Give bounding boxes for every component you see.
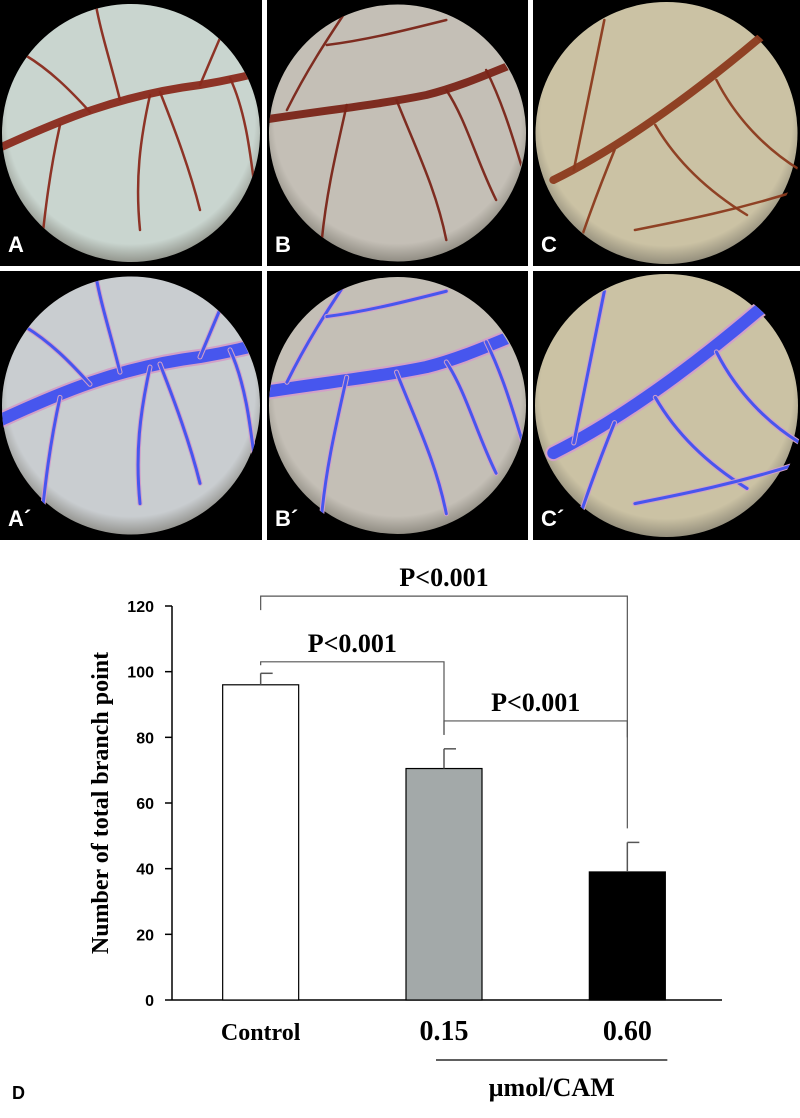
panel-label: A´ [8, 506, 32, 531]
y-axis-label: Number of total branch point [88, 652, 114, 954]
x-axis-label: µmol/CAM [489, 1073, 615, 1102]
micrograph-image [268, 4, 526, 262]
bar-2 [405, 767, 483, 1001]
y-tick-label: 120 [127, 599, 154, 616]
y-tick-label: 60 [136, 796, 154, 813]
micrograph-image [2, 276, 260, 537]
panel-c: C [533, 0, 800, 266]
y-tick-label: 80 [136, 730, 154, 747]
significance-bracket: P<0.001 [260, 629, 445, 735]
y-tick-label: 40 [136, 862, 154, 879]
significance-bracket: P<0.001 [443, 688, 628, 829]
bar-1 [222, 684, 300, 1001]
panel-label: B [275, 232, 291, 257]
panel-label: C´ [541, 506, 565, 531]
category-label: Control [221, 1020, 301, 1046]
panel-b: B [267, 0, 528, 266]
panel-label: B´ [275, 506, 299, 531]
bar-chart: 0 20 40 60 80 100 120 Number of total branch po… [88, 563, 722, 1102]
category-label: 0.15 [420, 1016, 469, 1047]
panel-b-prime: B´ [267, 271, 528, 540]
y-tick-label: 100 [127, 665, 154, 682]
y-tick-label: 0 [145, 993, 154, 1010]
y-tick-label: 20 [136, 927, 154, 944]
panel-a: A [0, 0, 262, 266]
significance-bracket: P<0.001 [260, 563, 628, 738]
panel-label: C [541, 232, 557, 257]
micrograph-image [535, 2, 800, 264]
p-value-label: P<0.001 [491, 688, 580, 717]
bar-3 [588, 871, 666, 1001]
category-label: 0.60 [603, 1016, 652, 1047]
p-value-label: P<0.001 [308, 629, 397, 658]
micrograph-image [535, 274, 800, 537]
micrograph-image [268, 277, 526, 534]
panel-d-label: D [12, 1083, 25, 1103]
micrograph-image [2, 4, 260, 262]
panel-label: A [8, 232, 24, 257]
panel-c-prime: C´ [533, 271, 800, 540]
p-value-label: P<0.001 [399, 563, 488, 592]
panel-a-prime: A´ [0, 271, 262, 540]
